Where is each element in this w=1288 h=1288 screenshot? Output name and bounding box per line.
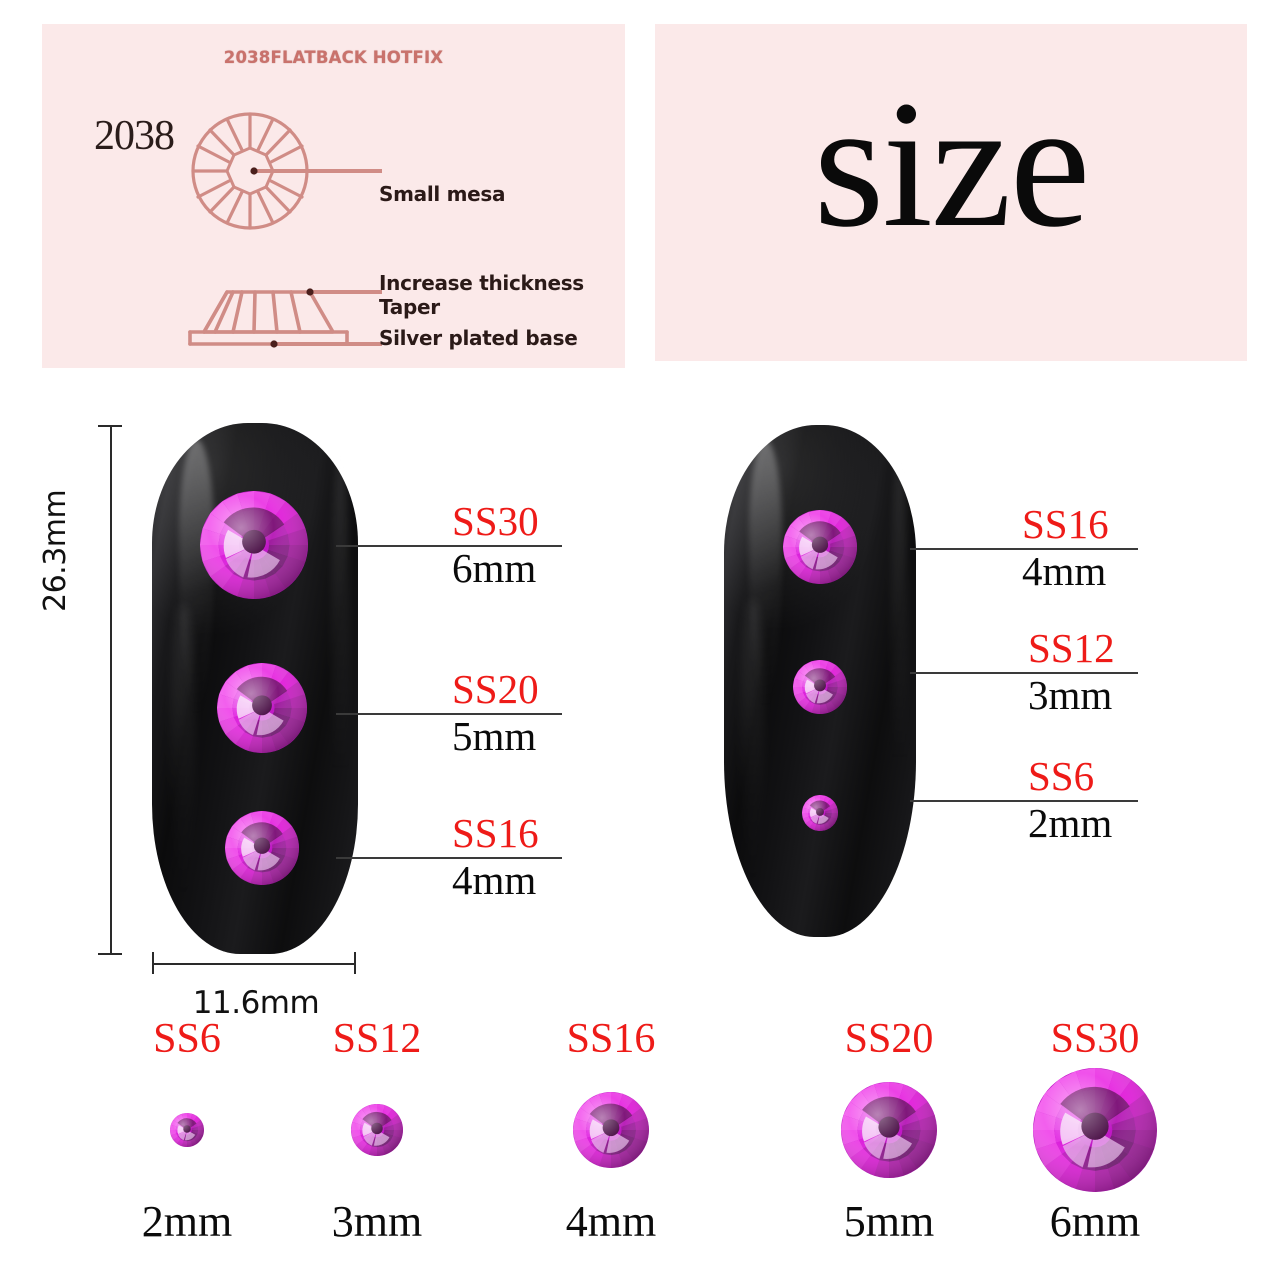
leader-line-ss16-right	[910, 548, 1138, 550]
leader-line-ss12	[910, 672, 1138, 674]
rhinestone-ss6	[802, 795, 838, 831]
nail-right	[724, 425, 916, 937]
rhinestone-ss6	[170, 1113, 204, 1147]
size-label-ss6-code: SS6	[1028, 753, 1095, 799]
swatch-ss12: SS12 3mm	[282, 1018, 472, 1244]
size-comparison-row: SS6 2mm SS12 3mm SS16 4mm SS20 5mm SS30 6mm	[0, 1018, 1288, 1288]
size-label-ss12-mm: 3mm	[1028, 672, 1113, 718]
swatch-ss16-stone	[516, 1060, 706, 1200]
swatch-ss12-mm: 3mm	[331, 1197, 423, 1246]
size-label-ss16-right-code: SS16	[1022, 501, 1109, 547]
swatch-ss6: SS6 2mm	[92, 1018, 282, 1244]
dimension-tick-right	[354, 952, 356, 974]
dimension-line-vertical	[110, 425, 112, 953]
dimension-tick-top	[98, 425, 122, 427]
nail-gloss-secondary	[170, 603, 196, 901]
callout-increase-thickness: Increase thickness Taper	[379, 271, 584, 320]
swatch-ss20-stone	[794, 1060, 984, 1200]
nail-edge-highlight	[331, 454, 350, 880]
nail-width-label: 11.6mm	[192, 985, 320, 1021]
swatch-ss6-mm: 2mm	[141, 1197, 233, 1246]
flatback-technical-drawing	[188, 112, 382, 348]
dimension-tick-bottom	[98, 953, 122, 955]
swatch-ss16-code: SS16	[566, 1016, 656, 1062]
leader-line-ss16-left	[336, 857, 562, 859]
callout-taper-text: Taper	[379, 295, 440, 320]
swatch-ss12-code: SS12	[332, 1016, 422, 1062]
size-heading-panel: size	[655, 24, 1247, 361]
rhinestone-ss30	[200, 491, 308, 599]
callout-small-mesa-text: Small mesa	[379, 182, 506, 206]
callout-silver-plated-base-text: Silver plated base	[379, 326, 578, 350]
nail-gloss-highlight	[748, 440, 782, 707]
callout-small-mesa: Small mesa	[379, 182, 506, 206]
rhinestone-ss12	[793, 660, 847, 714]
size-label-ss30-code: SS30	[452, 498, 539, 544]
rhinestone-ss20	[841, 1082, 937, 1178]
size-label-ss20-code: SS20	[452, 666, 539, 712]
nail-edge-highlight	[891, 455, 909, 866]
rhinestone-ss16	[783, 510, 857, 584]
diagram-title: 2038FLATBACK HOTFIX	[223, 48, 444, 67]
dimension-line-horizontal	[152, 963, 354, 965]
nail-gloss-secondary	[741, 599, 765, 886]
nail-gloss-highlight	[178, 438, 214, 716]
size-label-ss16-left-mm: 4mm	[452, 857, 537, 903]
swatch-ss16-mm: 4mm	[565, 1197, 657, 1246]
swatch-ss30-stone	[1000, 1060, 1190, 1200]
callout-increase-thickness-text: Increase thickness	[379, 271, 584, 295]
callout-silver-plated-base: Silver plated base	[379, 326, 578, 350]
swatch-ss20-mm: 5mm	[843, 1197, 935, 1246]
leader-line-ss6	[910, 800, 1138, 802]
size-label-ss16-left-code: SS16	[452, 810, 539, 856]
swatch-ss6-stone	[92, 1060, 282, 1200]
swatch-ss30-mm: 6mm	[1049, 1197, 1141, 1246]
rhinestone-ss20	[217, 663, 307, 753]
nail-height-label: 26.3mm	[38, 489, 73, 612]
size-label-ss30-mm: 6mm	[452, 545, 537, 591]
swatch-ss20: SS20 5mm	[794, 1018, 984, 1244]
model-number-label: 2038	[94, 113, 175, 159]
dimension-tick-left	[152, 952, 154, 974]
swatch-ss20-code: SS20	[844, 1016, 934, 1062]
size-label-ss16-right-mm: 4mm	[1022, 548, 1107, 594]
size-label-ss6-mm: 2mm	[1028, 800, 1113, 846]
swatch-ss30: SS30 6mm	[1000, 1018, 1190, 1244]
leader-line-ss30	[336, 545, 562, 547]
size-label-ss12-code: SS12	[1028, 625, 1115, 671]
swatch-ss6-code: SS6	[153, 1016, 221, 1062]
size-label-ss20-mm: 5mm	[452, 713, 537, 759]
rhinestone-ss30	[1033, 1068, 1157, 1192]
flatback-diagram-panel: 2038FLATBACK HOTFIX 2038	[42, 24, 625, 368]
swatch-ss16: SS16 4mm	[516, 1018, 706, 1244]
leader-line-ss20	[336, 713, 562, 715]
size-heading: size	[813, 64, 1091, 265]
swatch-ss30-code: SS30	[1050, 1016, 1140, 1062]
nail-left	[152, 423, 358, 954]
rhinestone-ss16	[573, 1092, 649, 1168]
rhinestone-ss16	[225, 811, 299, 885]
swatch-ss12-stone	[282, 1060, 472, 1200]
rhinestone-ss12	[351, 1104, 403, 1156]
